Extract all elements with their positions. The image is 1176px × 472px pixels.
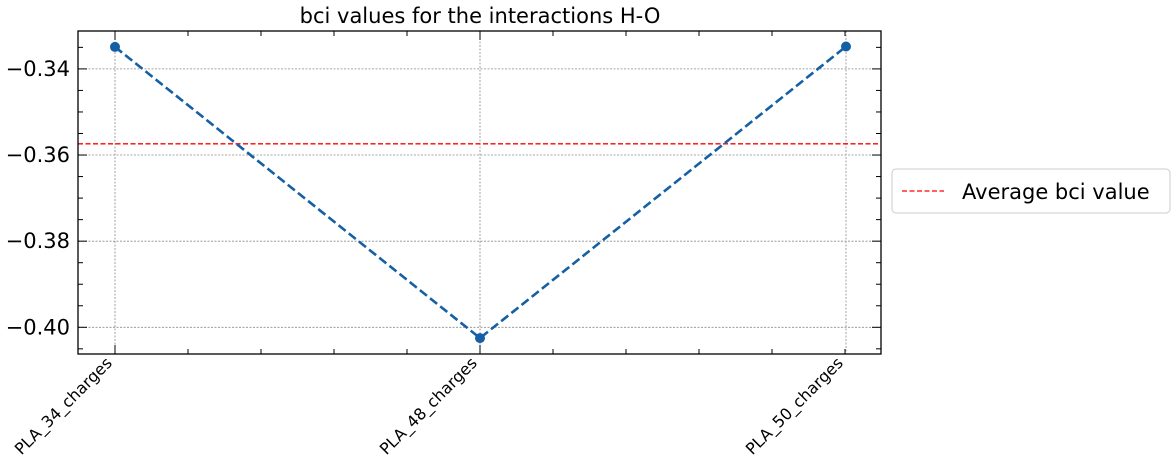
legend: Average bci value <box>891 168 1171 214</box>
x-tick-label: PLA_48_charges <box>376 353 482 459</box>
data-point <box>110 41 120 52</box>
y-tick-label: −0.34 <box>6 57 70 81</box>
chart-title: bci values for the interactions H-O <box>300 4 661 28</box>
y-tick-label: −0.36 <box>6 143 70 167</box>
x-tick-label: PLA_50_charges <box>742 353 848 459</box>
x-axis-ticks: PLA_34_charges PLA_48_charges PLA_50_charg… <box>11 31 848 459</box>
plot-frame <box>77 30 882 355</box>
y-tick-label: −0.40 <box>6 315 70 339</box>
legend-box <box>891 168 1171 214</box>
data-point <box>841 41 851 52</box>
axes <box>77 30 882 355</box>
y-tick-label: −0.38 <box>6 229 70 253</box>
grid-lines <box>78 31 881 354</box>
legend-label: Average bci value <box>962 180 1150 204</box>
data-point <box>475 333 485 344</box>
series-line <box>114 45 847 340</box>
data-series <box>110 41 851 344</box>
y-axis-ticks: −0.40 −0.38 −0.36 −0.34 <box>6 46 881 350</box>
x-tick-label: PLA_34_charges <box>11 353 117 459</box>
